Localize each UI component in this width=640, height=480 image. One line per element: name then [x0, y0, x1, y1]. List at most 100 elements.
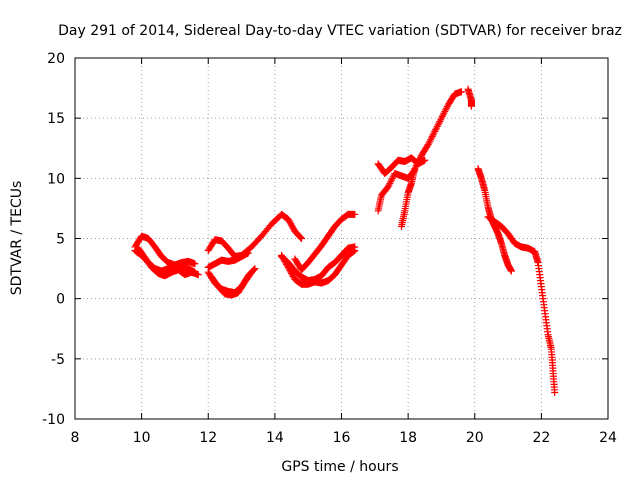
- x-tick-label: 14: [266, 430, 284, 446]
- data-point: [350, 247, 358, 255]
- data-point: [387, 176, 395, 184]
- data-point: [428, 132, 436, 140]
- data-point: [285, 265, 293, 273]
- data-point: [432, 124, 440, 132]
- data-point: [437, 114, 445, 122]
- data-point: [194, 271, 202, 279]
- data-point: [284, 263, 292, 271]
- data-point: [248, 268, 256, 276]
- data-point: [441, 108, 449, 116]
- data-point: [384, 183, 392, 191]
- y-tick-label: -10: [42, 412, 65, 428]
- data-point: [251, 265, 259, 273]
- data-point: [415, 156, 423, 164]
- data-point: [457, 88, 465, 96]
- data-point: [349, 248, 357, 256]
- data-point: [281, 257, 289, 265]
- data-point: [288, 269, 296, 277]
- y-tick-label: 20: [47, 51, 65, 67]
- grid-lines: [75, 58, 608, 419]
- data-point: [280, 256, 288, 264]
- data-point: [416, 155, 424, 163]
- data-marks: [131, 85, 559, 397]
- data-point: [507, 267, 515, 275]
- data-point: [387, 178, 395, 186]
- chart-title: Day 291 of 2014, Sidereal Day-to-day VTE…: [58, 23, 622, 39]
- data-point: [440, 109, 448, 117]
- data-point: [287, 268, 295, 276]
- data-point: [430, 129, 438, 137]
- x-tick-label: 24: [599, 430, 617, 446]
- data-point: [551, 389, 559, 397]
- tick-labels: 8 10 12 14 16 18 20 22 24 -10 -5 0 5 10 15 20: [42, 51, 617, 446]
- data-point: [297, 234, 305, 242]
- data-point: [351, 210, 359, 218]
- data-point: [411, 165, 419, 173]
- data-point: [431, 127, 439, 135]
- data-point: [282, 259, 290, 267]
- data-point: [435, 119, 443, 127]
- data-point: [279, 254, 287, 262]
- data-point: [288, 271, 296, 279]
- data-point: [436, 117, 444, 125]
- data-point: [427, 134, 435, 142]
- data-point: [289, 272, 297, 280]
- data-point: [284, 215, 292, 223]
- data-point: [412, 161, 420, 169]
- data-point: [191, 260, 199, 268]
- x-tick-label: 10: [133, 430, 151, 446]
- y-tick-label: 15: [47, 111, 65, 127]
- y-axis-label: SDTVAR / TECUs: [9, 181, 25, 296]
- x-tick-label: 18: [399, 430, 417, 446]
- x-tick-label: 8: [71, 430, 80, 446]
- x-tick-label: 20: [466, 430, 484, 446]
- data-point: [289, 224, 297, 232]
- data-point: [247, 269, 255, 277]
- y-tick-label: 10: [47, 171, 65, 187]
- data-point: [288, 223, 296, 231]
- data-point: [439, 111, 447, 119]
- data-point: [438, 113, 446, 121]
- data-point: [423, 142, 431, 150]
- data-point: [285, 217, 293, 225]
- data-point: [283, 260, 291, 268]
- data-point: [434, 121, 442, 129]
- data-point: [426, 137, 434, 145]
- data-point: [386, 179, 394, 187]
- data-point: [287, 220, 295, 228]
- data-point: [429, 131, 437, 139]
- data-point: [288, 221, 296, 229]
- data-point: [413, 160, 421, 168]
- data-point: [286, 218, 294, 226]
- data-point: [244, 249, 252, 257]
- data-point: [417, 153, 425, 161]
- data-point: [351, 247, 359, 255]
- x-tick-label: 12: [199, 430, 217, 446]
- data-point: [424, 141, 432, 149]
- data-point: [467, 102, 475, 110]
- data-point: [425, 139, 433, 147]
- data-point: [286, 266, 294, 274]
- data-point: [414, 158, 422, 166]
- data-point: [427, 136, 435, 144]
- data-point: [298, 235, 306, 242]
- data-point: [443, 103, 451, 111]
- data-point: [432, 126, 440, 134]
- data-point: [442, 106, 450, 114]
- y-tick-label: -5: [51, 352, 65, 368]
- axis-ticks: [74, 57, 609, 420]
- data-point: [442, 104, 450, 112]
- data-point: [385, 181, 393, 189]
- data-point: [388, 174, 396, 182]
- y-tick-label: 0: [56, 292, 65, 308]
- data-point: [283, 262, 291, 270]
- x-tick-label: 22: [532, 430, 550, 446]
- x-axis-label: GPS time / hours: [281, 459, 398, 475]
- data-point: [412, 163, 420, 171]
- y-tick-label: 5: [56, 232, 65, 248]
- data-point: [433, 122, 441, 130]
- data-point: [278, 251, 286, 259]
- data-point: [437, 116, 445, 124]
- x-tick-label: 16: [333, 430, 351, 446]
